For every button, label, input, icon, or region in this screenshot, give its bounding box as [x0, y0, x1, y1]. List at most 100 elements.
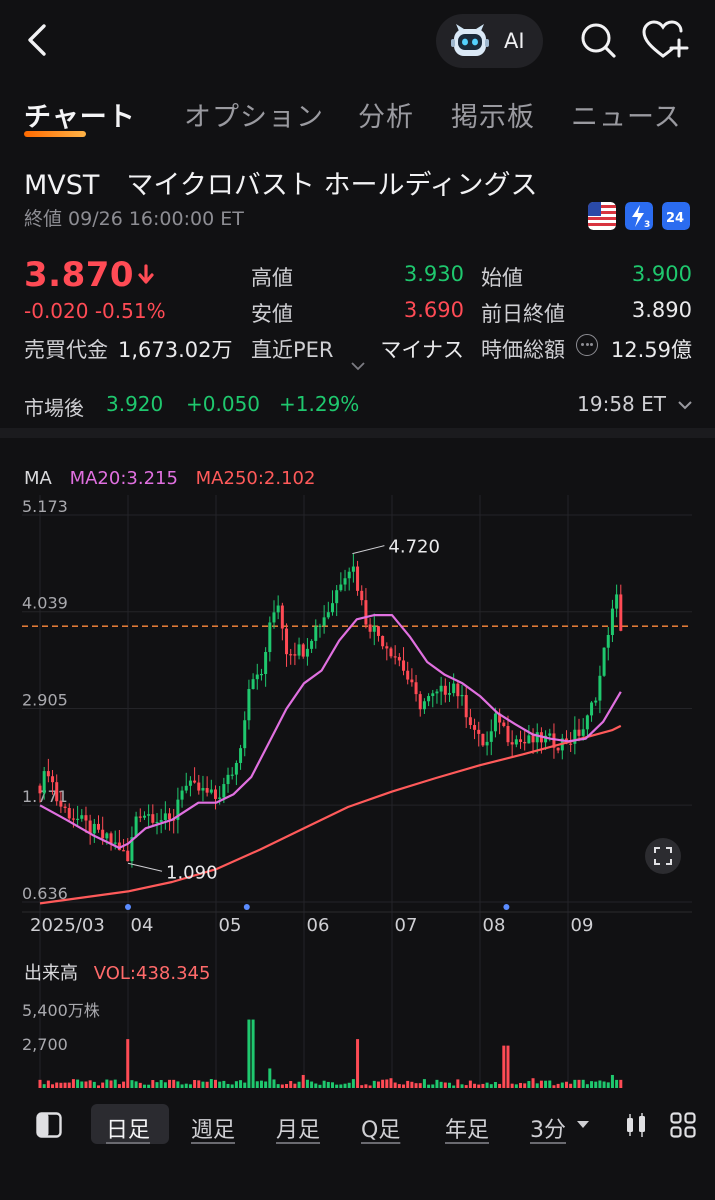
mcap-label: 時価総額: [481, 338, 565, 362]
event-marker: [125, 904, 131, 910]
tab-analysis[interactable]: 分析: [358, 102, 414, 133]
tab-bar: チャート オプション 分析 掲示板 ニュース: [0, 95, 715, 143]
after-hours-row[interactable]: 市場後 3.920 +0.050 +1.29% 19:58 ET: [0, 385, 715, 425]
candle-body: [393, 656, 397, 658]
candle-body: [439, 685, 443, 692]
volume-bar: [293, 1083, 297, 1088]
volume-bar: [88, 1080, 92, 1088]
candle-body: [289, 654, 293, 656]
search-icon[interactable]: [578, 20, 618, 60]
volume-bar: [535, 1083, 539, 1088]
tab-news[interactable]: ニュース: [571, 102, 682, 133]
info-icon[interactable]: [576, 334, 598, 356]
candle-body: [410, 679, 414, 683]
volume-bar: [335, 1084, 339, 1088]
panel-toggle-icon[interactable]: [36, 1112, 62, 1138]
volume-bar: [67, 1082, 71, 1088]
open-label: 始値: [481, 266, 523, 290]
candle-body: [531, 735, 535, 743]
candle-body: [493, 713, 497, 732]
candle-body: [272, 612, 276, 623]
period-active-highlight: [91, 1104, 169, 1144]
back-arrow-icon[interactable]: [20, 20, 60, 60]
candle-body: [402, 660, 406, 671]
candle-body: [71, 818, 75, 820]
candle-body: [477, 729, 481, 734]
high-label: 高値: [251, 266, 293, 290]
period-daily[interactable]: 日足: [106, 1118, 151, 1143]
volume-bar: [460, 1084, 464, 1088]
volume-bar: [473, 1083, 477, 1088]
after-hours-label: 市場後: [24, 396, 84, 420]
candle-body: [226, 774, 230, 785]
grid-icon[interactable]: [670, 1112, 696, 1138]
volume-bar: [130, 1080, 134, 1088]
volume-bar: [606, 1082, 610, 1088]
candle-body: [209, 789, 213, 793]
candle-body: [443, 685, 447, 695]
volume-bar: [527, 1081, 531, 1088]
candle-body: [548, 733, 552, 736]
candle-body: [247, 689, 251, 721]
candle-style-icon[interactable]: [624, 1112, 648, 1138]
candle-body: [130, 837, 134, 862]
period-dropdown-icon[interactable]: [577, 1121, 589, 1129]
volume-bar: [351, 1079, 355, 1088]
fullscreen-button[interactable]: [645, 838, 681, 874]
volume-bar: [443, 1082, 447, 1088]
period-monthly[interactable]: 月足: [276, 1118, 321, 1143]
x-tick-label: 07: [395, 915, 418, 936]
tab-board[interactable]: 掲示板: [451, 102, 535, 133]
volume-tick-label: 2,700: [22, 1035, 68, 1054]
volume-bar: [376, 1081, 380, 1088]
candle-body: [276, 605, 280, 613]
candle-body: [96, 823, 100, 830]
candle-body: [134, 816, 138, 838]
period-3min[interactable]: 3分: [530, 1118, 566, 1143]
candle-body: [368, 624, 372, 632]
candle-body: [615, 594, 619, 609]
candle-body: [59, 801, 63, 807]
close-time: 終値 09/26 16:00:00 ET: [24, 208, 244, 230]
candle-body: [63, 806, 67, 809]
y-tick-label: 0.636: [22, 884, 68, 903]
favorite-add-icon[interactable]: [641, 18, 689, 62]
period-yearly[interactable]: 年足: [445, 1118, 490, 1143]
volume-bar: [556, 1083, 560, 1088]
expand-chevron-icon[interactable]: [350, 360, 366, 372]
time-dropdown-icon[interactable]: [677, 399, 693, 411]
volume-bar: [239, 1080, 243, 1088]
ai-label: AI: [504, 29, 525, 53]
candle-body: [343, 578, 347, 585]
volume-bar: [339, 1084, 343, 1088]
volume-bar: [360, 1085, 364, 1088]
last-price: 3.870: [24, 255, 135, 295]
ma-legend[interactable]: MA MA20:3.215 MA250:2.102: [24, 468, 315, 489]
volume-legend[interactable]: 出来高 VOL:438.345: [24, 959, 210, 985]
volume-bar: [585, 1084, 589, 1088]
volume-bar: [101, 1082, 105, 1088]
after-hours-time: 19:58 ET: [577, 392, 666, 416]
tab-options[interactable]: オプション: [184, 102, 324, 133]
volume-bar: [168, 1079, 172, 1088]
open-value: 3.900: [631, 262, 692, 286]
candle-body: [310, 640, 314, 649]
volume-bar: [138, 1082, 142, 1088]
volume-bar: [264, 1081, 268, 1088]
x-tick-label: 08: [483, 915, 506, 936]
svg-text:24: 24: [666, 211, 684, 226]
event-marker: [243, 904, 250, 910]
tab-chart[interactable]: チャート: [24, 102, 136, 133]
volume-bar: [96, 1085, 100, 1088]
candle-body: [619, 594, 623, 631]
ai-assistant-button[interactable]: AI: [436, 14, 543, 68]
candle-body: [314, 626, 318, 641]
period-weekly[interactable]: 週足: [191, 1118, 236, 1143]
volume-bar: [381, 1079, 385, 1088]
x-tick-label: 06: [307, 915, 330, 936]
volume-bar: [393, 1082, 397, 1088]
period-quarterly[interactable]: Q足: [361, 1118, 401, 1143]
volume-bar: [243, 1082, 247, 1088]
volume-bar: [218, 1081, 222, 1088]
